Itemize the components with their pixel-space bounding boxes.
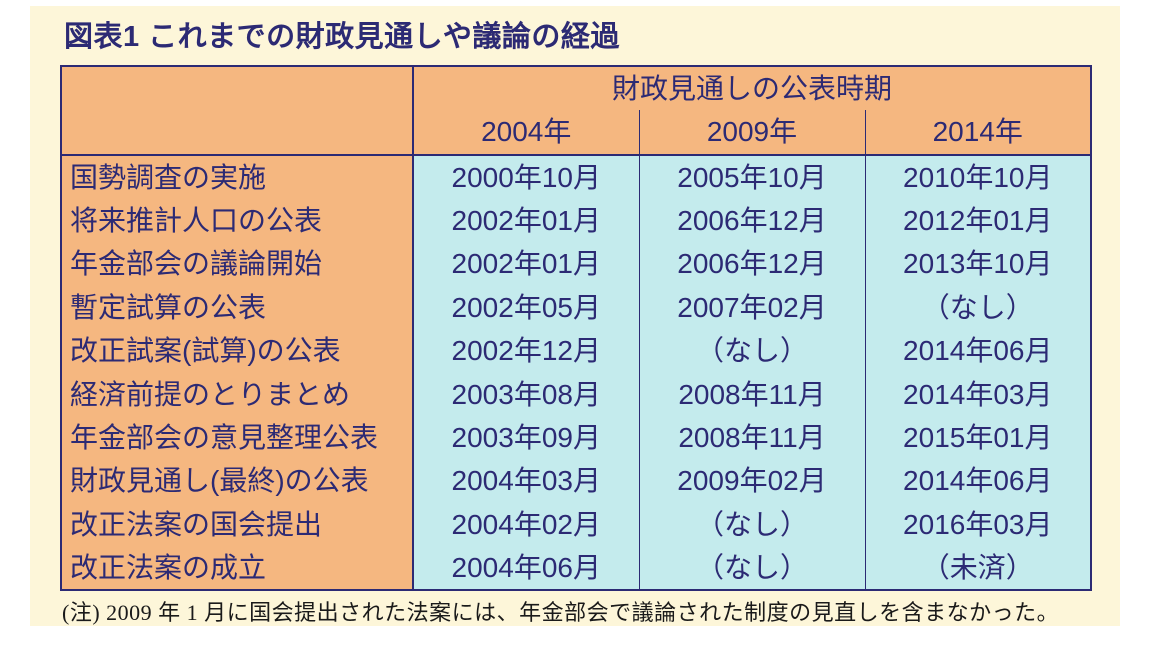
row-label: 改正法案の成立 [61,546,413,590]
row-cell: 2016年03月 [865,503,1091,546]
row-cell: 2008年11月 [639,373,865,416]
row-cell: 2014年06月 [865,459,1091,502]
row-cell: （なし） [639,546,865,590]
row-label: 改正試案(試算)の公表 [61,329,413,372]
table-row: 改正法案の成立2004年06月（なし）（未済） [61,546,1091,590]
row-label: 財政見通し(最終)の公表 [61,459,413,502]
table-row: 改正法案の国会提出2004年02月（なし）2016年03月 [61,503,1091,546]
row-cell: （なし） [865,286,1091,329]
header-year-2: 2014年 [865,110,1091,154]
row-cell: （なし） [639,329,865,372]
row-cell: 2005年10月 [639,155,865,199]
table-row: 財政見通し(最終)の公表2004年03月2009年02月2014年06月 [61,459,1091,502]
table-row: 経済前提のとりまとめ2003年08月2008年11月2014年03月 [61,373,1091,416]
row-cell: 2006年12月 [639,242,865,285]
table-row: 国勢調査の実施2000年10月2005年10月2010年10月 [61,155,1091,199]
figure-title: 図表1 これまでの財政見通しや議論の経過 [64,20,1090,55]
slide-container: 図表1 これまでの財政見通しや議論の経過 財政見通しの公表時期 2004年 20… [30,6,1120,626]
table-row: 改正試案(試算)の公表2002年12月（なし）2014年06月 [61,329,1091,372]
table-row: 将来推計人口の公表2002年01月2006年12月2012年01月 [61,199,1091,242]
row-cell: 2012年01月 [865,199,1091,242]
row-label: 暫定試算の公表 [61,286,413,329]
row-cell: 2002年05月 [413,286,639,329]
row-cell: 2004年06月 [413,546,639,590]
header-year-0: 2004年 [413,110,639,154]
row-label: 年金部会の議論開始 [61,242,413,285]
row-cell: 2002年01月 [413,242,639,285]
row-cell: 2002年12月 [413,329,639,372]
header-year-1: 2009年 [639,110,865,154]
row-cell: 2000年10月 [413,155,639,199]
row-cell: 2014年06月 [865,329,1091,372]
row-cell: 2002年01月 [413,199,639,242]
row-cell: 2014年03月 [865,373,1091,416]
footnote: (注) 2009 年 1 月に国会提出された法案には、年金部会で議論された制度の… [62,595,1090,627]
row-cell: （未済） [865,546,1091,590]
row-label: 改正法案の国会提出 [61,503,413,546]
row-cell: 2006年12月 [639,199,865,242]
row-cell: 2004年02月 [413,503,639,546]
table-row: 暫定試算の公表2002年05月2007年02月（なし） [61,286,1091,329]
row-cell: 2007年02月 [639,286,865,329]
row-label: 経済前提のとりまとめ [61,373,413,416]
row-cell: 2004年03月 [413,459,639,502]
history-table: 財政見通しの公表時期 2004年 2009年 2014年 国勢調査の実施2000… [60,65,1092,592]
row-cell: （なし） [639,503,865,546]
header-blank [61,66,413,155]
table-row: 年金部会の議論開始2002年01月2006年12月2013年10月 [61,242,1091,285]
row-label: 将来推計人口の公表 [61,199,413,242]
row-cell: 2003年08月 [413,373,639,416]
table-row: 年金部会の意見整理公表2003年09月2008年11月2015年01月 [61,416,1091,459]
row-cell: 2008年11月 [639,416,865,459]
row-label: 国勢調査の実施 [61,155,413,199]
row-label: 年金部会の意見整理公表 [61,416,413,459]
header-top: 財政見通しの公表時期 [413,66,1091,110]
row-cell: 2013年10月 [865,242,1091,285]
row-cell: 2010年10月 [865,155,1091,199]
table-body: 国勢調査の実施2000年10月2005年10月2010年10月将来推計人口の公表… [61,155,1091,591]
row-cell: 2015年01月 [865,416,1091,459]
row-cell: 2009年02月 [639,459,865,502]
row-cell: 2003年09月 [413,416,639,459]
